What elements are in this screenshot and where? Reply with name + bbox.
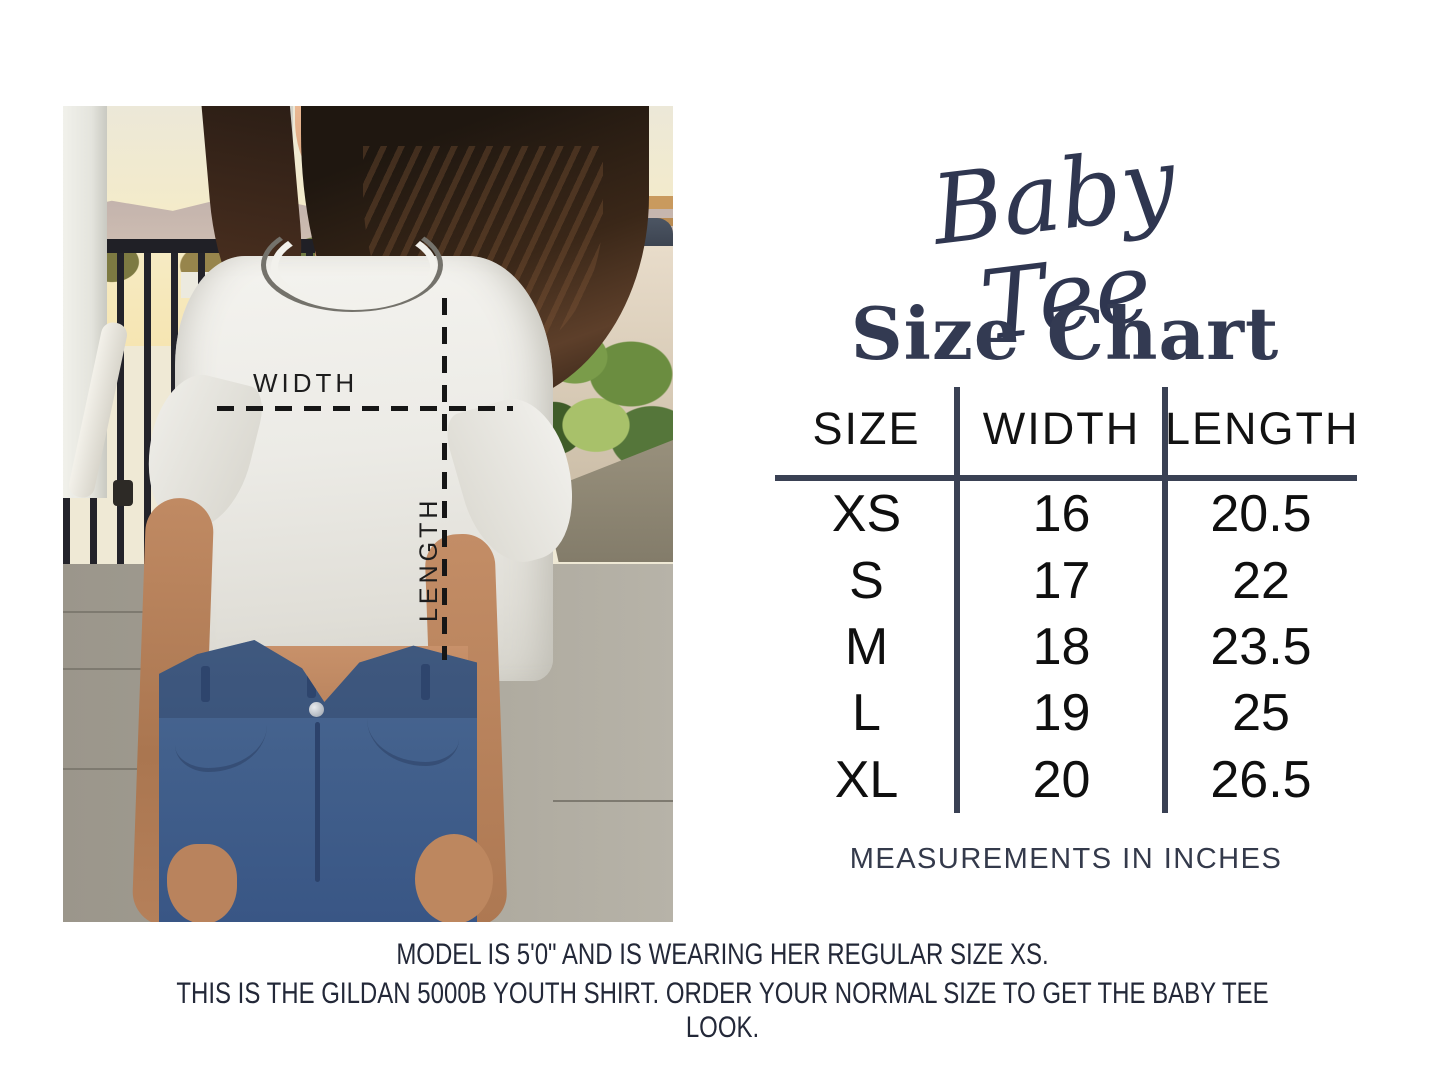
length-annotation-label: LENGTH	[415, 496, 443, 622]
column-header-length: LENGTH	[1165, 403, 1360, 454]
pavement-joint	[553, 800, 673, 802]
table-row: L 19 25	[775, 680, 1357, 746]
table-row: S 17 22	[775, 547, 1357, 613]
size-cell: L	[852, 684, 881, 743]
width-cell: 16	[1032, 485, 1091, 544]
length-measure-dashed-line	[442, 298, 447, 660]
pavement-joint	[63, 768, 168, 770]
table-row: XS 16 20.5	[775, 481, 1357, 547]
table-body: XS 16 20.5 S 17 22 M 18 23.5 L 19 25 XL …	[775, 481, 1357, 813]
belt-loop	[201, 666, 210, 702]
width-cell: 20	[1032, 750, 1091, 809]
model-photo: WIDTH LENGTH	[63, 106, 673, 922]
length-cell: 25	[1232, 684, 1290, 743]
table-header-row: SIZE WIDTH LENGTH	[775, 387, 1357, 471]
model-hand	[415, 834, 493, 922]
footer-caption-line2: THIS IS THE GILDAN 5000B YOUTH SHIRT. OR…	[176, 977, 1269, 1044]
width-cell: 19	[1032, 684, 1091, 743]
tee-collar-ribbing	[271, 224, 437, 310]
length-cell: 22	[1232, 551, 1290, 610]
width-cell: 17	[1032, 551, 1091, 610]
pavement-joint	[63, 611, 178, 613]
table-column-divider	[954, 387, 960, 813]
size-cell: XS	[831, 485, 902, 544]
jeans-pocket	[175, 698, 267, 772]
belt-loop	[421, 664, 430, 700]
pavement-joint	[63, 668, 173, 670]
length-cell: 23.5	[1210, 617, 1312, 676]
size-chart-table: SIZE WIDTH LENGTH XS 16 20.5 S 17 22 M 1…	[775, 387, 1358, 813]
jeans-pocket	[367, 692, 459, 766]
table-column-divider	[1162, 387, 1168, 813]
size-cell: XL	[834, 750, 899, 809]
width-measure-dashed-line	[217, 406, 513, 411]
width-annotation-label: WIDTH	[253, 368, 359, 398]
page-title: Size Chart	[850, 291, 1280, 376]
measurements-note: MEASUREMENTS IN INCHES	[849, 843, 1283, 875]
table-row: M 18 23.5	[775, 614, 1357, 680]
width-cell: 18	[1032, 617, 1091, 676]
model-hand	[167, 844, 237, 922]
length-cell: 20.5	[1210, 485, 1312, 544]
footer-caption-line1: MODEL IS 5'0" AND IS WEARING HER REGULAR…	[396, 938, 1049, 971]
table-row: XL 20 26.5	[775, 747, 1357, 813]
size-cell: S	[849, 551, 884, 610]
jeans-fly-seam	[315, 722, 320, 882]
jeans-button	[309, 702, 324, 717]
column-header-width: WIDTH	[982, 403, 1141, 454]
table-header-divider	[775, 475, 1357, 481]
length-cell: 26.5	[1210, 750, 1312, 809]
column-header-size: SIZE	[812, 403, 921, 454]
size-cell: M	[844, 617, 889, 676]
downspout-cap	[113, 480, 133, 506]
